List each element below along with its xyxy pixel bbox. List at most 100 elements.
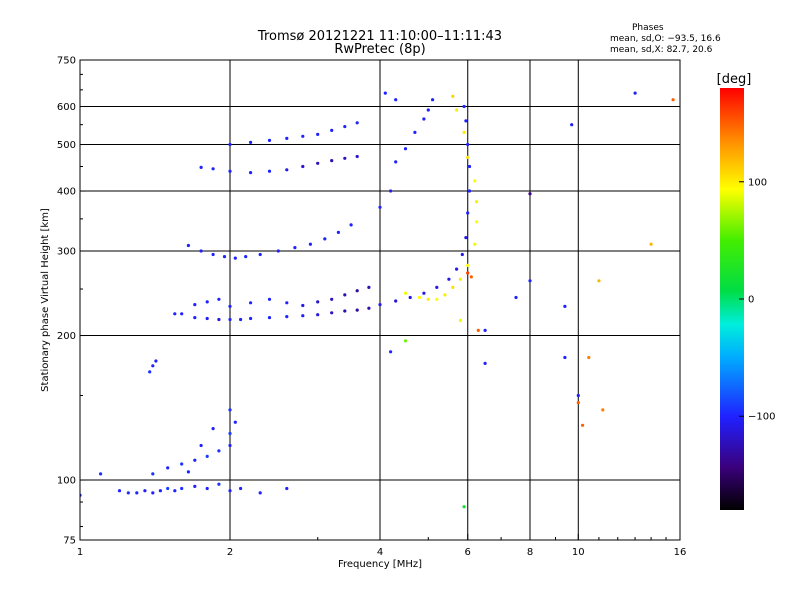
x-tick-label: 2	[227, 547, 233, 558]
data-point	[267, 138, 272, 142]
data-point	[249, 316, 253, 321]
grid	[80, 60, 680, 540]
data-point	[447, 277, 451, 281]
data-point	[249, 301, 253, 305]
data-point	[228, 304, 232, 308]
data-point	[455, 267, 459, 271]
x-axis: 1 2 4 6 8 10 16	[77, 534, 686, 558]
colorbar-tick-label: 0	[748, 295, 754, 306]
y-tick-label: 600	[57, 102, 76, 113]
data-point	[316, 161, 320, 165]
data-point	[367, 306, 371, 310]
data-point	[581, 423, 585, 427]
data-point	[343, 125, 347, 129]
data-point	[455, 108, 459, 112]
data-point	[151, 491, 155, 495]
x-tick-label: 1	[77, 547, 83, 558]
data-point	[343, 156, 347, 160]
data-point	[422, 291, 426, 295]
data-point	[211, 252, 215, 257]
data-point	[199, 165, 203, 169]
data-point	[301, 314, 305, 318]
data-point	[417, 295, 422, 300]
x-tick-label: 8	[527, 547, 533, 558]
data-point	[316, 132, 320, 136]
data-point	[403, 339, 408, 343]
data-point	[413, 130, 417, 134]
data-point	[451, 285, 455, 289]
colorbar-tick-label: 100	[748, 177, 767, 188]
data-point	[211, 167, 215, 171]
x-tick-label: 10	[572, 547, 585, 558]
colorbar-ticks: 100 0 −100	[739, 177, 775, 423]
y-tick-label: 300	[57, 247, 76, 258]
data-point	[649, 242, 653, 246]
data-point	[389, 350, 393, 354]
data-point	[587, 355, 591, 360]
data-point	[458, 277, 462, 281]
y-axis: 75 100 200 300 400 500 600 750	[57, 56, 86, 547]
data-point	[408, 295, 412, 300]
data-point	[228, 489, 232, 493]
data-point	[285, 301, 289, 305]
data-point	[460, 252, 464, 257]
data-point	[483, 361, 487, 365]
y-tick-label: 75	[63, 536, 76, 547]
data-point	[316, 313, 320, 317]
data-point	[464, 236, 468, 240]
data-point	[394, 160, 398, 164]
data-point	[464, 119, 468, 123]
data-point	[671, 98, 675, 102]
data-point	[217, 449, 221, 453]
data-point	[475, 220, 479, 224]
data-point	[435, 285, 439, 289]
chart-subtitle: RwPretec (8p)	[334, 42, 425, 57]
data-point	[467, 189, 472, 193]
data-point	[285, 486, 289, 491]
data-point	[228, 431, 232, 436]
data-point	[199, 443, 203, 448]
data-point	[466, 211, 470, 215]
data-point	[467, 164, 472, 169]
data-point	[378, 205, 382, 209]
data-point	[244, 255, 248, 259]
data-point	[301, 134, 305, 138]
data-point	[143, 489, 147, 493]
data-point	[228, 408, 232, 412]
data-point	[426, 108, 430, 112]
data-point	[355, 121, 359, 125]
data-point	[239, 317, 243, 322]
chart-title: Tromsø 20121221 11:10:00–11:11:43	[257, 29, 502, 44]
data-point	[249, 171, 253, 175]
data-point	[228, 142, 232, 147]
data-point	[228, 169, 232, 173]
data-point	[205, 454, 209, 458]
colorbar-label: [deg]	[717, 72, 752, 87]
data-point	[431, 98, 435, 102]
data-point	[99, 472, 103, 476]
y-tick-label: 500	[57, 140, 76, 151]
data-point	[528, 279, 532, 283]
data-point	[180, 312, 184, 316]
data-point	[323, 237, 327, 241]
data-point	[383, 91, 387, 95]
data-point	[180, 462, 184, 466]
data-point	[293, 246, 297, 250]
x-axis-label: Frequency [MHz]	[338, 559, 422, 570]
y-tick-label: 100	[57, 476, 76, 487]
data-point	[228, 443, 232, 448]
data-point	[394, 98, 398, 102]
data-point	[199, 249, 203, 253]
data-point	[451, 94, 455, 98]
data-point	[267, 316, 272, 320]
data-point	[514, 295, 518, 300]
data-point	[154, 359, 158, 363]
phases-x-stats: mean, sd,X: 82.7, 20.6	[610, 45, 713, 55]
data-point	[570, 123, 574, 127]
data-point	[597, 279, 601, 283]
data-point	[330, 128, 334, 132]
data-point	[267, 169, 272, 173]
data-point	[301, 164, 305, 169]
data-point	[193, 316, 197, 320]
